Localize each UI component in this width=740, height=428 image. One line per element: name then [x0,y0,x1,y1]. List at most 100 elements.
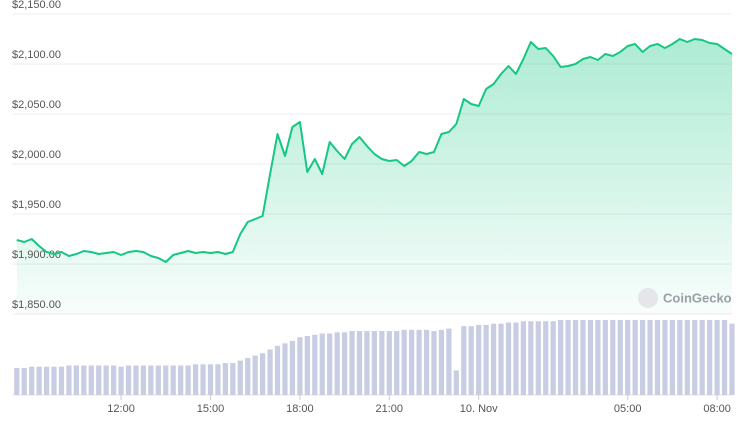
volume-bar [707,320,713,395]
volume-bar [260,353,266,395]
volume-bar [550,321,556,395]
volume-bar [416,329,422,395]
volume-bar [58,366,65,395]
volume-bar [111,365,117,395]
volume-bar [498,323,504,395]
volume-bar [170,365,176,395]
volume-bar [662,320,668,395]
volume-bar [729,323,735,395]
volume-bar [721,320,728,395]
volume-bar [282,343,288,395]
volume-bar [677,320,683,395]
volume-bar [36,366,42,395]
volume-bar [73,365,79,395]
volume-bar [543,321,549,395]
y-tick-label: $2,000.00 [12,149,61,161]
volume-bar [319,333,325,395]
volume-bar [103,365,109,395]
volume-bar [66,365,72,395]
volume-bar [625,320,631,395]
volume-bar [595,320,601,395]
volume-bar [528,321,534,395]
volume-bar [289,340,296,395]
x-tick-label: 15:00 [197,403,225,415]
volume-bar [252,355,258,395]
x-tick-label: 10. Nov [460,403,498,415]
volume-bar [617,320,623,395]
y-tick-label: $2,050.00 [12,99,61,111]
volume-bar [453,370,459,395]
volume-bar [43,366,50,395]
y-tick-label: $2,100.00 [12,49,61,61]
volume-bar [669,320,676,395]
volume-bar [446,328,452,395]
volume-bar [401,329,407,395]
volume-bar [178,365,184,395]
volume-bar [483,324,489,395]
volume-bar [535,321,541,395]
volume-bar [155,365,161,395]
volume-bar [468,326,474,395]
volume-bar [654,320,661,395]
volume-bar [565,320,571,395]
volume-bar [14,367,20,395]
volume-bar [334,332,340,395]
y-tick-label: $2,150.00 [12,0,61,11]
volume-bar [461,326,467,395]
volume-bar [513,322,519,395]
x-tick-label: 08:00 [703,403,731,415]
x-tick-label: 21:00 [376,403,404,415]
volume-bar [371,331,377,395]
volume-bar [237,360,243,395]
volume-bar [192,364,199,395]
volume-bar [647,320,653,395]
volume-bar [200,364,206,395]
volume-bar [610,320,616,395]
y-tick-label: $1,950.00 [12,199,61,211]
volume-bar [386,331,392,395]
volume-bar [215,364,221,395]
volume-bar [520,321,526,395]
volume-bar [245,358,251,395]
volume-bar [312,334,318,395]
volume-bar [587,320,594,395]
volume-bar [423,329,430,395]
volume-bar [684,320,690,395]
volume-bar [639,320,646,395]
volume-bar [81,365,87,395]
volume-bar [356,331,363,395]
x-tick-label: 05:00 [614,403,642,415]
volume-bar [699,320,705,395]
volume-bar [490,323,497,395]
volume-bar [572,320,579,395]
volume-bar [230,363,236,395]
volume-bar [140,365,147,395]
volume-bar [602,320,608,395]
volume-bar [714,320,720,395]
volume-bar [133,365,139,395]
volume-bar [505,322,512,395]
volume-bar [327,333,333,395]
price-line [16,38,733,263]
watermark-text: CoinGecko [663,290,732,305]
volume-bar [632,320,638,395]
volume-bar [21,367,27,395]
volume-bar [207,364,214,395]
price-area [16,39,733,314]
volume-bar [297,337,303,395]
volume-bar [438,329,445,395]
watermark: CoinGecko [638,288,732,308]
volume-bar [88,365,94,395]
volume-bar [267,349,273,395]
x-tick-label: 18:00 [286,403,314,415]
volume-bar [409,329,415,395]
volume-bar [379,331,385,395]
volume-bar [580,320,586,395]
volume-bar [274,345,281,395]
volume-bar [431,331,437,395]
volume-bar [29,366,35,395]
volume-bar [163,365,169,395]
volume-bar [51,366,57,395]
volume-bar [349,331,355,395]
